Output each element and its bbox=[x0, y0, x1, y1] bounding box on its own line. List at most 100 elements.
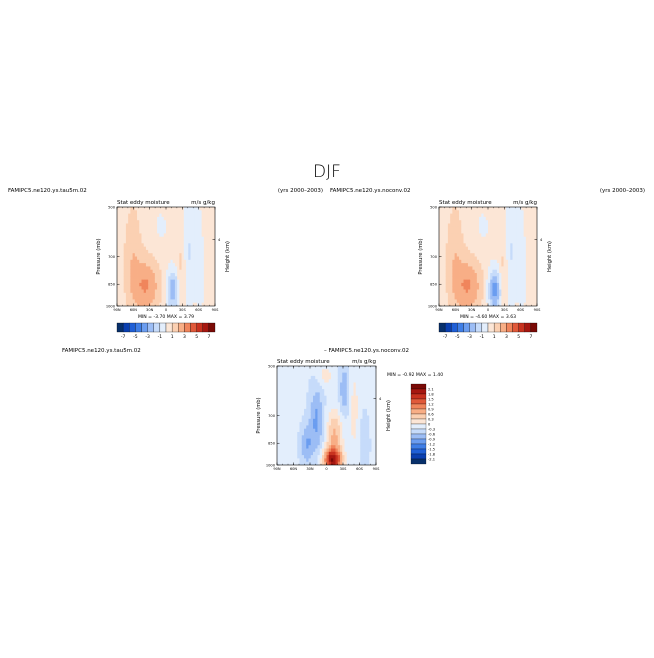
field-cell bbox=[166, 249, 169, 254]
field-cell bbox=[148, 243, 151, 247]
field-cell bbox=[210, 259, 214, 264]
field-cell bbox=[326, 448, 330, 453]
field-cell bbox=[168, 216, 171, 221]
field-cell bbox=[505, 216, 509, 221]
field-cell bbox=[331, 389, 334, 393]
field-cell bbox=[452, 273, 455, 277]
field-cell bbox=[472, 263, 475, 267]
field-cell bbox=[514, 256, 518, 261]
field-cell bbox=[286, 425, 289, 430]
field-cell bbox=[528, 207, 531, 211]
field-cell bbox=[483, 240, 487, 244]
field-cell bbox=[340, 428, 343, 433]
field-cell bbox=[353, 402, 357, 406]
x-tick-label: 30N bbox=[146, 308, 154, 312]
field-cell bbox=[450, 210, 453, 214]
field-cell bbox=[161, 213, 165, 218]
field-cell bbox=[360, 422, 363, 426]
field-cell bbox=[510, 213, 513, 218]
field-cell bbox=[461, 273, 464, 277]
field-cell bbox=[152, 213, 156, 218]
field-cell bbox=[530, 240, 533, 244]
field-cell bbox=[181, 292, 185, 297]
colorbar-tick-label: 1.5 bbox=[428, 397, 434, 401]
field-cell bbox=[301, 372, 305, 377]
field-cell bbox=[315, 385, 318, 390]
field-cell bbox=[470, 226, 473, 231]
field-cell bbox=[508, 279, 511, 284]
field-cell bbox=[355, 405, 359, 410]
field-cell bbox=[279, 405, 282, 410]
field-cell bbox=[447, 263, 451, 267]
field-cell bbox=[344, 432, 348, 436]
field-cell bbox=[192, 282, 196, 287]
field-cell bbox=[152, 302, 156, 306]
field-cell bbox=[306, 369, 309, 373]
field-cell bbox=[503, 207, 507, 211]
field-cell bbox=[349, 425, 352, 430]
field-cell bbox=[508, 276, 511, 280]
field-cell bbox=[208, 296, 211, 300]
field-cell bbox=[371, 438, 375, 443]
field-cell bbox=[367, 379, 370, 383]
field-cell bbox=[516, 276, 520, 280]
field-cell bbox=[310, 435, 314, 439]
field-cell bbox=[483, 243, 487, 247]
field-cell bbox=[369, 441, 372, 446]
field-cell bbox=[208, 263, 211, 267]
field-cell bbox=[203, 282, 207, 287]
field-cell bbox=[349, 379, 352, 383]
field-cell bbox=[476, 216, 480, 221]
field-cell bbox=[181, 226, 185, 231]
field-cell bbox=[463, 233, 467, 238]
field-cell bbox=[360, 418, 363, 423]
field-cell bbox=[340, 418, 343, 423]
field-cell bbox=[117, 233, 120, 238]
field-cell bbox=[349, 451, 352, 456]
field-cell bbox=[306, 458, 309, 463]
field-cell bbox=[481, 292, 484, 297]
field-cell bbox=[286, 392, 289, 397]
field-cell bbox=[208, 299, 211, 304]
field-cell bbox=[447, 216, 451, 221]
field-cell bbox=[463, 266, 467, 271]
field-cell bbox=[346, 435, 350, 439]
field-cell bbox=[534, 279, 537, 284]
field-cell bbox=[201, 289, 205, 294]
field-cell bbox=[514, 286, 518, 290]
field-cell bbox=[134, 216, 138, 221]
field-cell bbox=[474, 299, 478, 304]
field-cell bbox=[353, 389, 357, 393]
field-cell bbox=[139, 276, 142, 280]
field-cell bbox=[326, 418, 330, 423]
field-cell bbox=[281, 438, 285, 443]
field-cell bbox=[364, 366, 368, 370]
field-cell bbox=[463, 269, 467, 274]
field-cell bbox=[456, 236, 460, 241]
y-axis-label: Pressure (mb) bbox=[96, 238, 102, 274]
field-cell bbox=[369, 405, 372, 410]
field-cell bbox=[174, 299, 178, 304]
field-cell bbox=[154, 223, 158, 228]
field-cell bbox=[501, 210, 504, 214]
field-cell bbox=[441, 233, 444, 238]
field-cell bbox=[340, 461, 343, 465]
field-cell bbox=[467, 246, 471, 251]
field-cell bbox=[490, 269, 493, 274]
field-cell bbox=[179, 226, 182, 231]
field-cell bbox=[328, 448, 332, 453]
field-cell bbox=[443, 276, 447, 280]
field-cell bbox=[483, 289, 487, 294]
field-cell bbox=[322, 432, 325, 436]
field-cell bbox=[306, 366, 309, 370]
field-cell bbox=[277, 441, 280, 446]
field-cell bbox=[159, 236, 162, 241]
field-cell bbox=[128, 296, 131, 300]
field-cell bbox=[310, 451, 314, 456]
field-cell bbox=[346, 389, 350, 393]
field-cell bbox=[456, 216, 460, 221]
field-cell bbox=[483, 223, 487, 228]
field-cell bbox=[208, 246, 211, 251]
field-cell bbox=[355, 392, 359, 397]
field-cell bbox=[331, 448, 334, 453]
